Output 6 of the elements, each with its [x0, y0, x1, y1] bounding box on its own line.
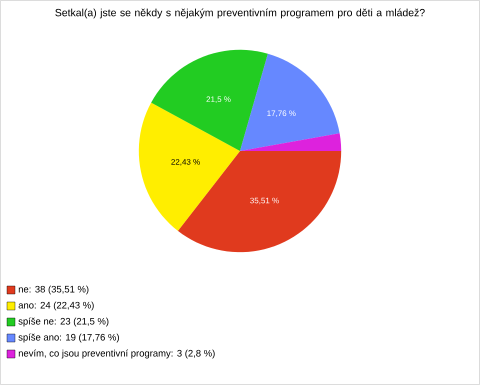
legend-label: nevím, co jsou preventivní programy: 3 (2,8 %)	[18, 350, 215, 358]
legend-label: spíše ano: 19 (17,76 %)	[18, 334, 119, 342]
chart-title: Setkal(a) jste se někdy s nějakým preventivním programem pro děti a mládež?	[55, 8, 425, 18]
legend-label: ano: 24 (22,43 %)	[18, 302, 94, 310]
legend-label: ne: 38 (35,51 %)	[18, 286, 88, 294]
legend-label: spíše ne: 23 (21,5 %)	[18, 318, 108, 326]
